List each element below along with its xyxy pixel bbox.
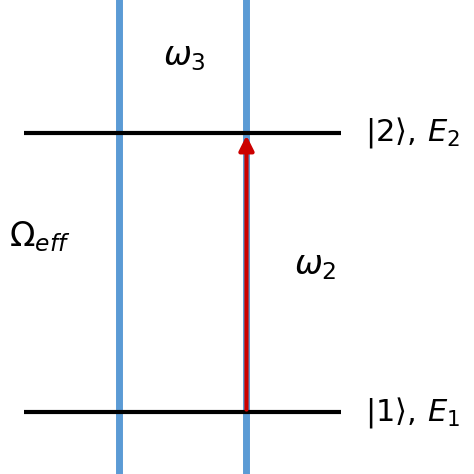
Text: $\omega_2$: $\omega_2$ [294,249,337,282]
Text: $\Omega_{eff}$: $\Omega_{eff}$ [9,219,71,255]
Text: $\omega_3$: $\omega_3$ [164,40,206,73]
Text: $|2\rangle,\, E_2$: $|2\rangle,\, E_2$ [365,115,460,150]
Text: $|1\rangle,\, E_1$: $|1\rangle,\, E_1$ [365,395,460,430]
